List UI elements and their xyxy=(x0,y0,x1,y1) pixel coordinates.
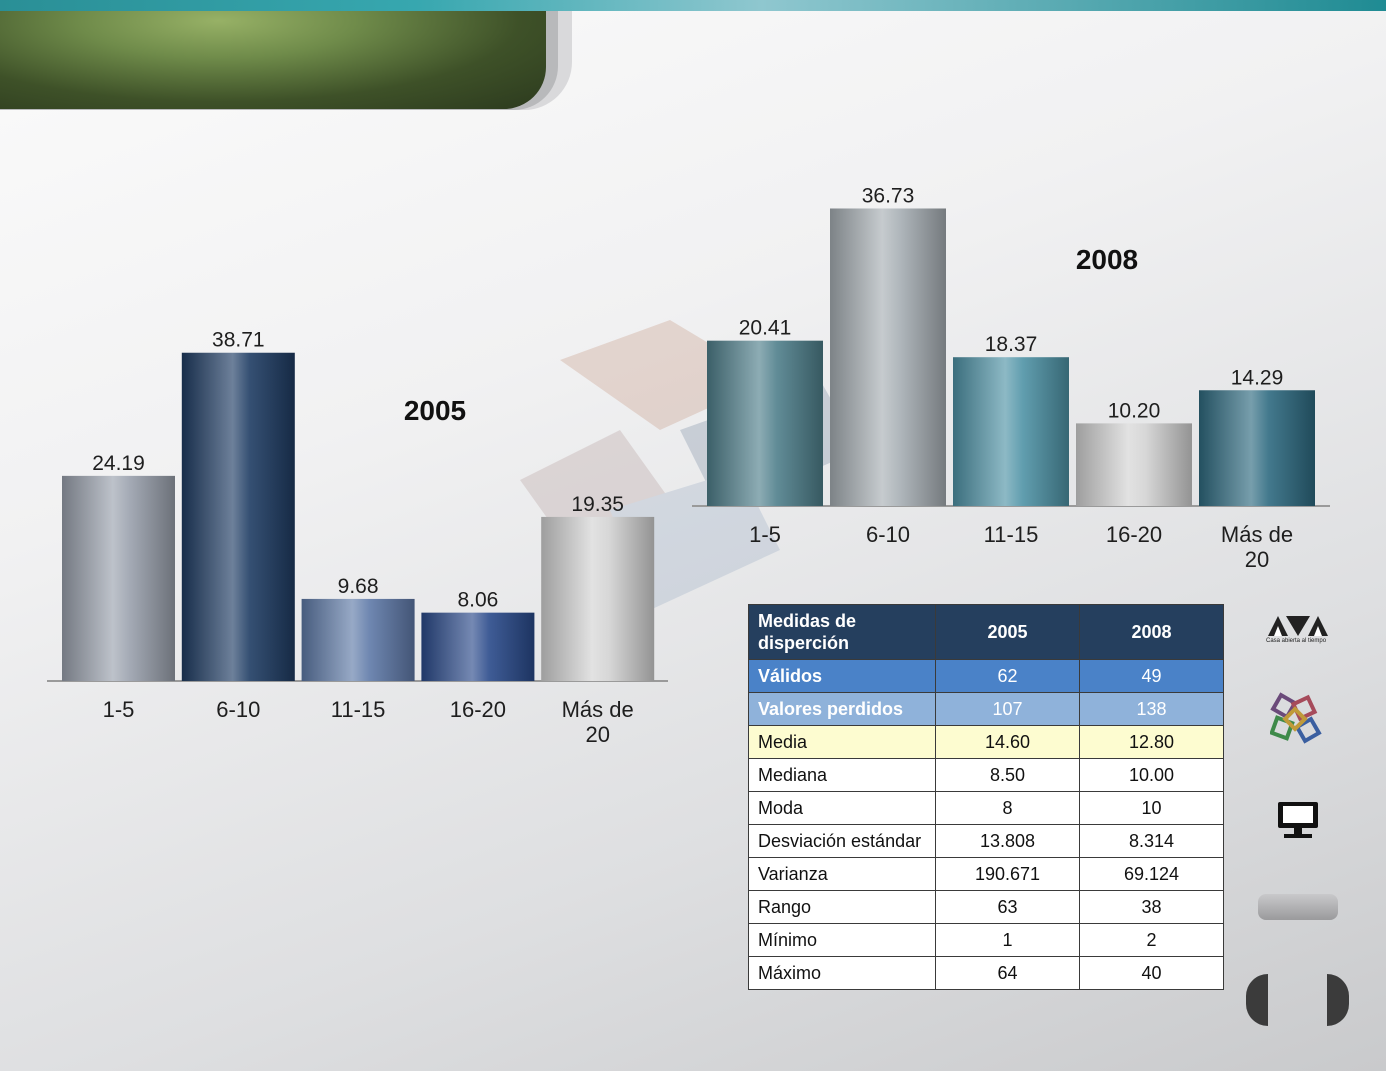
uam-logo-mark xyxy=(1268,616,1328,636)
value-label: 36.73 xyxy=(862,184,915,207)
category-label: 16-20 xyxy=(1106,522,1162,547)
value-label: 18.37 xyxy=(985,333,1038,356)
cell-2008: 49 xyxy=(1079,659,1224,693)
value-label: 14.29 xyxy=(1231,366,1284,389)
table-row-mediana: Mediana 8.50 10.00 xyxy=(748,758,1224,792)
bar-6-10 xyxy=(830,208,946,506)
prev-slide-button[interactable] xyxy=(1246,974,1268,1026)
chart-2005: 24.19 1-5 38.71 6-10 9.68 11-15 8.06 16-20 19.35… xyxy=(47,329,668,747)
nav-bar-button[interactable] xyxy=(1258,894,1338,920)
cell-2005: 14.60 xyxy=(935,725,1080,759)
category-label: 1-5 xyxy=(103,697,135,722)
category-label: 6-10 xyxy=(216,697,260,722)
chart-title: 2005 xyxy=(404,395,466,426)
row-label: Desviación estándar xyxy=(748,824,936,858)
table-header-row: Medidas de disperción 2005 2008 xyxy=(748,604,1224,660)
table-row-minimo: Mínimo 1 2 xyxy=(748,923,1224,957)
cell-2008: 2 xyxy=(1079,923,1224,957)
cell-2005: 8.50 xyxy=(935,758,1080,792)
cell-2008: 10 xyxy=(1079,791,1224,825)
cell-2005: 13.808 xyxy=(935,824,1080,858)
row-label: Moda xyxy=(748,791,936,825)
dispersion-table: Medidas de disperción 2005 2008 Válidos … xyxy=(748,604,1224,990)
category-label: 1-5 xyxy=(749,522,781,547)
row-label: Media xyxy=(748,725,936,759)
value-label: 8.06 xyxy=(457,589,498,612)
value-label: 9.68 xyxy=(338,575,379,598)
row-label: Mínimo xyxy=(748,923,936,957)
table-row-media: Media 14.60 12.80 xyxy=(748,725,1224,759)
table-row-maximo: Máximo 64 40 xyxy=(748,956,1224,990)
category-label: 16-20 xyxy=(450,697,506,722)
table-header-2008: 2008 xyxy=(1079,604,1224,660)
value-label: 20.41 xyxy=(739,317,792,340)
row-label: Rango xyxy=(748,890,936,924)
bar-6-10 xyxy=(181,352,295,681)
value-label: 10.20 xyxy=(1108,399,1161,422)
cell-2005: 8 xyxy=(935,791,1080,825)
cell-2008: 69.124 xyxy=(1079,857,1224,891)
top-accent-bar xyxy=(0,0,1386,11)
cell-2008: 40 xyxy=(1079,956,1224,990)
header-tab xyxy=(0,11,546,109)
table-header-label: Medidas de disperción xyxy=(748,604,936,660)
bar-16-20 xyxy=(421,612,535,681)
row-label: Valores perdidos xyxy=(748,692,936,726)
chart-title: 2008 xyxy=(1076,244,1138,275)
table-row-varianza: Varianza 190.671 69.124 xyxy=(748,857,1224,891)
value-label: 19.35 xyxy=(571,493,624,516)
bar-11-15 xyxy=(953,357,1069,506)
cell-2008: 8.314 xyxy=(1079,824,1224,858)
row-label: Máximo xyxy=(748,956,936,990)
cell-2008: 12.80 xyxy=(1079,725,1224,759)
category-label: 11-15 xyxy=(331,697,386,722)
chart-2008: 20.41 1-5 36.73 6-10 18.37 11-15 10.20 16-20 14.… xyxy=(692,184,1330,572)
table-row-rango: Rango 63 38 xyxy=(748,890,1224,924)
cell-2008: 138 xyxy=(1079,692,1224,726)
table-row-desviacion: Desviación estándar 13.808 8.314 xyxy=(748,824,1224,858)
uam-logo-icon[interactable]: Casa abierta al tiempo xyxy=(1266,614,1330,648)
row-label: Mediana xyxy=(748,758,936,792)
category-label: Más de xyxy=(1221,522,1293,547)
table-row-moda: Moda 8 10 xyxy=(748,791,1224,825)
row-label: Varianza xyxy=(748,857,936,891)
bar-más-de-20 xyxy=(541,516,655,681)
bar-16-20 xyxy=(1076,423,1192,506)
cell-2005: 63 xyxy=(935,890,1080,924)
row-label: Válidos xyxy=(748,659,936,693)
bar-1-5 xyxy=(707,340,823,506)
cell-2005: 107 xyxy=(935,692,1080,726)
cell-2008: 38 xyxy=(1079,890,1224,924)
cell-2005: 190.671 xyxy=(935,857,1080,891)
next-slide-button[interactable] xyxy=(1327,974,1349,1026)
table-row-validos: Válidos 62 49 xyxy=(748,659,1224,693)
category-label: Más de xyxy=(562,697,634,722)
logo-caption: Casa abierta al tiempo xyxy=(1266,638,1327,644)
bar-más-de-20 xyxy=(1199,390,1315,506)
value-label: 38.71 xyxy=(212,329,265,352)
cell-2008: 10.00 xyxy=(1079,758,1224,792)
bar-1-5 xyxy=(62,475,175,681)
cluster-icon[interactable] xyxy=(1270,690,1326,748)
monitor-icon[interactable] xyxy=(1276,800,1320,840)
table-row-valores-perdidos: Valores perdidos 107 138 xyxy=(748,692,1224,726)
category-label: 20 xyxy=(585,722,609,747)
cell-2005: 1 xyxy=(935,923,1080,957)
value-label: 24.19 xyxy=(92,452,145,475)
cell-2005: 64 xyxy=(935,956,1080,990)
cell-2005: 62 xyxy=(935,659,1080,693)
bar-11-15 xyxy=(301,598,415,681)
category-label: 11-15 xyxy=(984,522,1039,547)
category-label: 20 xyxy=(1245,547,1269,572)
category-label: 6-10 xyxy=(866,522,910,547)
table-header-2005: 2005 xyxy=(935,604,1080,660)
